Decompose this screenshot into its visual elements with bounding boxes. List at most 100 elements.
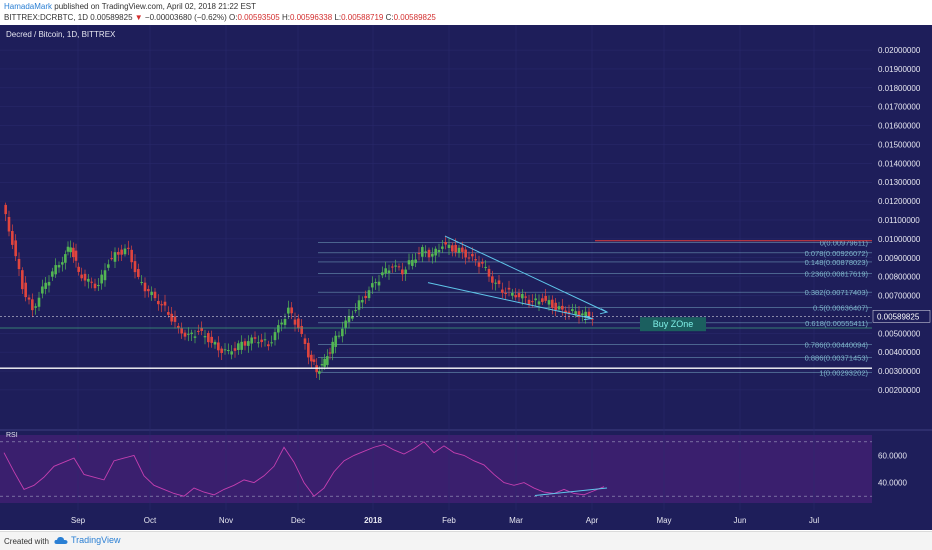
candle-body: [80, 274, 83, 279]
price-pane-bg: [0, 25, 872, 430]
candle-body: [507, 287, 511, 290]
candle-body: [454, 244, 457, 253]
low-value: 0.00588719: [341, 13, 384, 22]
price-tick-label: 0.00900000: [878, 254, 921, 263]
candle-body: [310, 354, 313, 362]
candle-body: [31, 299, 34, 311]
candle-body: [127, 247, 130, 249]
candle-body: [431, 253, 434, 257]
candle-body: [527, 299, 531, 305]
publish-line: HamadaMark published on TradingView.com,…: [4, 2, 256, 11]
high-label: H:: [281, 13, 290, 22]
candle-body: [140, 282, 143, 284]
candle-body: [247, 341, 250, 346]
candle-body: [120, 249, 123, 255]
time-tick-label: Dec: [291, 516, 305, 525]
rsi-trendline: [534, 487, 608, 497]
upper-trendline: [444, 235, 608, 313]
candle-body: [531, 301, 534, 303]
candle-body: [417, 253, 421, 255]
candle-body: [491, 276, 494, 283]
price-tick-label: 0.02000000: [878, 46, 921, 55]
candle-body: [387, 270, 391, 274]
symbol-label: BITTREX:DCRBTC, 1D: [4, 13, 89, 22]
candle-body: [27, 297, 31, 300]
candle-body: [344, 320, 347, 328]
open-value: 0.00593505: [237, 13, 280, 22]
candle-body: [143, 282, 147, 292]
candle-body: [394, 265, 397, 267]
price-tick-label: 0.00800000: [878, 273, 921, 282]
candle-body: [434, 248, 437, 256]
candle-body: [90, 281, 93, 283]
candle-body: [391, 266, 394, 268]
candle-body: [263, 339, 267, 341]
candle-body: [587, 311, 591, 317]
candle-body: [267, 344, 270, 347]
rsi-tick-label: 40.0000: [878, 479, 907, 488]
candle-body: [170, 313, 173, 322]
candle-body: [497, 280, 501, 285]
candle-body: [564, 310, 567, 314]
time-tick-label: Sep: [71, 516, 86, 525]
price-tick-label: 0.01000000: [878, 235, 921, 244]
candle-body: [464, 249, 467, 258]
candle-body: [287, 307, 290, 314]
candle-body: [524, 296, 527, 298]
candle-body: [511, 293, 514, 296]
candle-body: [113, 252, 117, 262]
candle-body: [133, 261, 137, 273]
candle-body: [541, 298, 544, 302]
candle-body: [521, 294, 524, 299]
lower-trendline: [427, 282, 593, 320]
time-tick-label: Oct: [144, 516, 157, 525]
candle-body: [147, 289, 150, 292]
time-tick-label: Jun: [734, 516, 747, 525]
price-change: −0.00003680 (−0.62%): [144, 13, 227, 22]
fib-level-label: 0.5(0.00636407): [813, 304, 869, 313]
candle-body: [61, 262, 64, 265]
close-value: 0.00589825: [393, 13, 436, 22]
candle-body: [334, 335, 337, 347]
candle-body: [494, 282, 497, 284]
candle-body: [303, 338, 307, 345]
candle-body: [557, 306, 561, 310]
candle-body: [180, 328, 183, 334]
price-tick-label: 0.01900000: [878, 65, 921, 74]
candle-body: [130, 249, 133, 263]
price-badge-box: [872, 310, 931, 323]
candle-body: [326, 356, 329, 365]
fib-level-label: 0.786(0.00440094): [805, 341, 869, 350]
candle-body: [547, 300, 551, 305]
candle-body: [484, 266, 487, 268]
candle-body: [21, 270, 24, 290]
candle-body: [574, 311, 577, 315]
cloud-icon: [54, 536, 68, 544]
candle-body: [444, 242, 447, 245]
candle-body: [384, 268, 387, 274]
candle-body: [54, 265, 57, 275]
price-tick-label: 0.00700000: [878, 292, 921, 301]
tradingview-brand: TradingView: [71, 535, 121, 545]
candle-body: [501, 289, 504, 293]
candle-body: [183, 332, 187, 337]
candle-body: [328, 352, 332, 354]
fib-level-label: 0.382(0.00717403): [805, 288, 869, 297]
candle-body: [37, 297, 41, 307]
author-link[interactable]: HamadaMark: [4, 2, 53, 11]
candle-body: [69, 247, 72, 253]
rsi-tick-label: 60.0000: [878, 451, 907, 460]
candle-body: [41, 286, 44, 294]
candle-body: [253, 337, 257, 339]
price-chart[interactable]: 0(0.00979611)0.078(0.00926072)0.148(0.00…: [0, 25, 932, 530]
candle-body: [337, 335, 341, 337]
candle-body: [364, 295, 367, 299]
candle-body: [371, 283, 374, 288]
candle-body: [567, 311, 571, 314]
chart-area[interactable]: 0(0.00979611) 0.078(0.00926072) 0.148(0.00…: [0, 25, 932, 530]
candle-body: [83, 273, 87, 281]
candle-body: [437, 249, 441, 253]
candle-body: [103, 270, 107, 281]
candle-body: [7, 217, 11, 232]
tradingview-link[interactable]: TradingView: [54, 535, 121, 545]
